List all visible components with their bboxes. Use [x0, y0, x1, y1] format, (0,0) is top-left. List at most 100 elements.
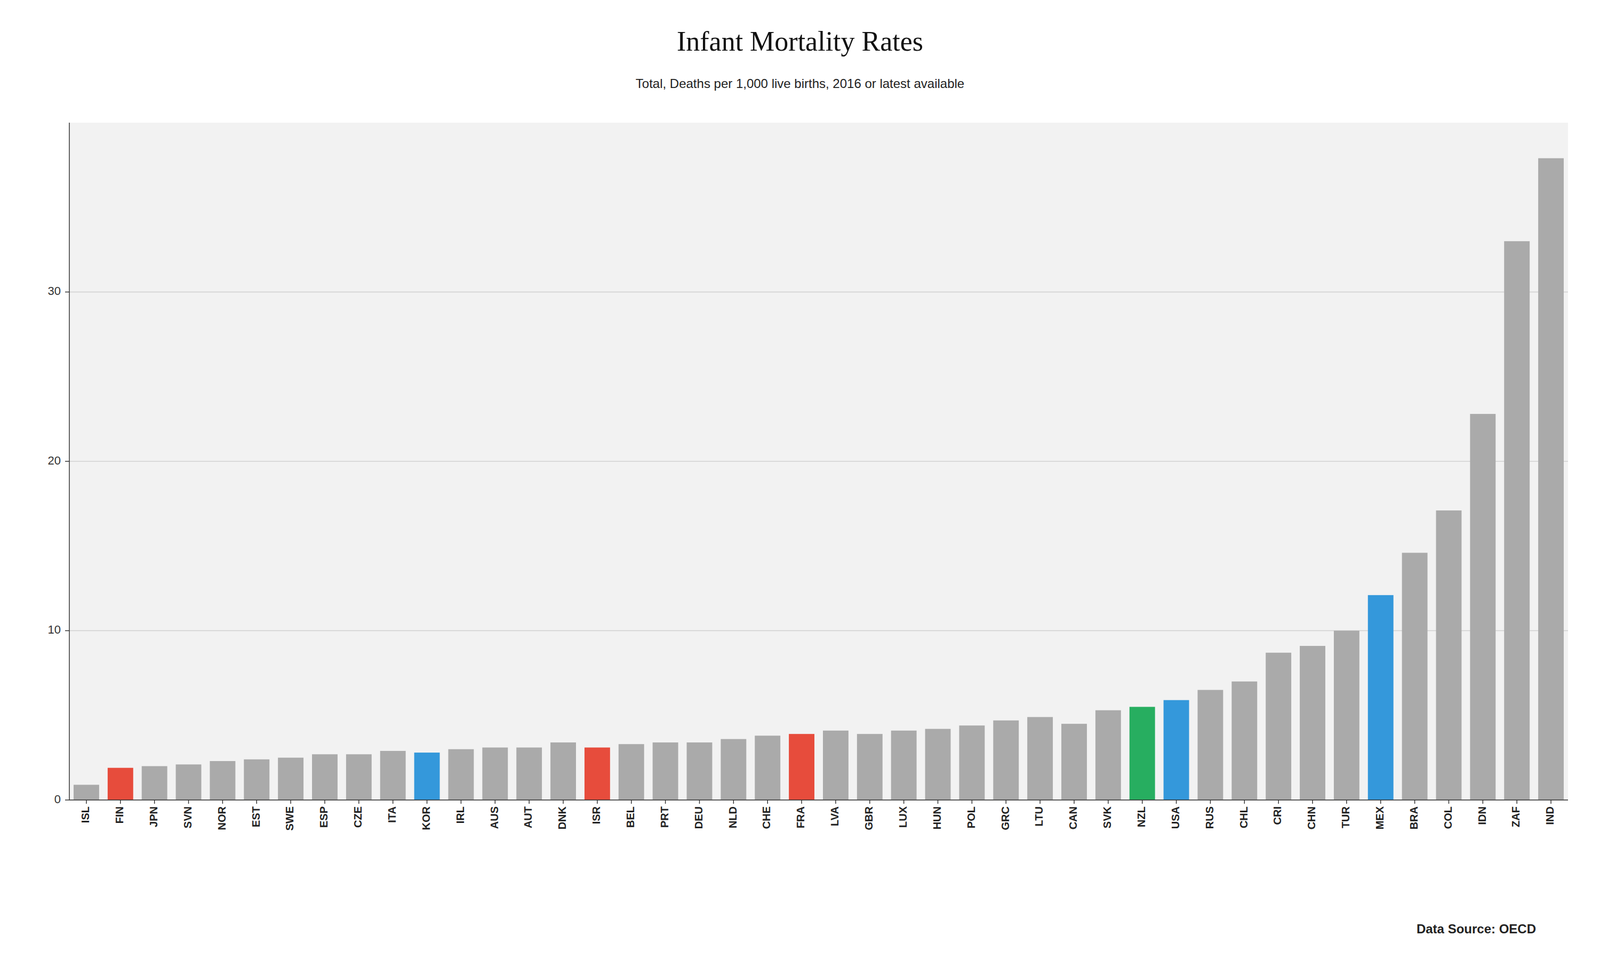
x-tick-label: TUR — [1339, 805, 1352, 829]
x-tick-label: GRC — [999, 806, 1012, 830]
bar — [754, 735, 781, 800]
grid-line — [69, 291, 1568, 293]
bar — [1402, 552, 1428, 800]
x-tick — [528, 800, 530, 804]
x-tick — [85, 800, 87, 804]
y-axis-line — [68, 122, 70, 800]
bar — [788, 733, 815, 800]
x-tick — [1210, 800, 1212, 804]
x-tick — [1073, 800, 1075, 804]
x-tick — [290, 800, 292, 804]
x-tick-label: ISR — [590, 805, 603, 824]
x-tick-label: SVK — [1101, 805, 1114, 829]
bar — [1469, 413, 1496, 800]
x-tick-label: JPN — [147, 806, 160, 828]
x-tick-label: POL — [965, 806, 978, 829]
grid-line — [69, 799, 1568, 801]
x-tick-label: NOR — [216, 805, 228, 830]
x-tick — [869, 800, 871, 804]
bar — [686, 742, 713, 800]
x-tick — [699, 800, 701, 804]
bar — [1436, 510, 1462, 800]
bar — [482, 747, 508, 800]
bar — [141, 766, 168, 801]
x-tick-label: ESP — [317, 806, 330, 828]
bar — [891, 730, 917, 800]
x-tick-label: KOR — [420, 805, 432, 830]
x-tick-label: SWE — [283, 806, 296, 831]
bar — [1095, 710, 1122, 800]
y-tick-label: 30 — [48, 284, 61, 298]
x-tick-label: USA — [1169, 806, 1182, 829]
x-tick-label: ISL — [79, 806, 92, 823]
x-tick-label: LVA — [828, 806, 841, 827]
bar — [993, 720, 1019, 800]
x-tick — [494, 800, 496, 804]
bar — [107, 768, 134, 800]
x-tick-label: CHE — [760, 806, 773, 829]
bar — [1061, 723, 1087, 800]
bar — [720, 739, 747, 800]
bar — [1538, 158, 1564, 800]
y-tick — [65, 291, 70, 293]
bar — [1265, 652, 1292, 800]
x-tick — [937, 800, 939, 804]
x-tick-label: GBR — [862, 805, 875, 830]
x-axis-line — [69, 799, 1568, 801]
x-tick-label: DNK — [556, 805, 568, 830]
x-tick — [1176, 800, 1178, 804]
y-tick — [65, 799, 70, 801]
x-tick — [1141, 800, 1143, 804]
bar — [516, 747, 542, 800]
x-tick-label: IDN — [1476, 806, 1488, 825]
x-tick — [256, 800, 258, 804]
x-tick — [392, 800, 394, 804]
x-tick — [971, 800, 973, 804]
x-tick-label: FRA — [794, 806, 807, 829]
x-tick-label: CZE — [352, 806, 364, 828]
grid-line — [69, 460, 1568, 462]
x-tick-label: AUS — [488, 806, 501, 829]
chart: 0102030ISLFINJPNSVNNORESTSWEESPCZEITAKOR… — [0, 0, 1600, 960]
bar — [550, 742, 576, 800]
x-tick — [801, 800, 803, 804]
x-tick-label: CAN — [1067, 806, 1079, 830]
bar — [346, 754, 372, 800]
x-tick-label: FIN — [113, 806, 126, 824]
x-tick-label: RUS — [1203, 806, 1216, 829]
y-tick — [65, 460, 70, 462]
x-tick-label: AUT — [522, 806, 534, 829]
x-tick — [1005, 800, 1007, 804]
x-tick — [665, 800, 667, 804]
bar — [448, 749, 474, 800]
x-tick-label: LUX — [897, 805, 909, 828]
bar — [1027, 716, 1053, 800]
bars — [73, 158, 1564, 800]
x-tick-label: NZL — [1135, 806, 1148, 828]
y-tick-label: 0 — [54, 792, 61, 806]
bar — [652, 742, 679, 800]
x-tick — [630, 800, 632, 804]
bar — [925, 729, 951, 800]
title: Infant Mortality Rates — [676, 26, 924, 57]
x-tick — [1482, 800, 1484, 804]
x-tick — [1312, 800, 1314, 804]
x-tick-label: MEX — [1373, 805, 1386, 830]
x-tick — [1277, 800, 1279, 804]
x-tick — [1346, 800, 1348, 804]
x-tick — [1039, 800, 1041, 804]
bar — [243, 759, 270, 800]
x-tick-label: CHN — [1305, 806, 1318, 830]
x-tick — [1380, 800, 1382, 804]
bar — [73, 784, 100, 800]
x-tick-label: EST — [250, 806, 262, 828]
bar — [1504, 241, 1530, 800]
x-tick — [835, 800, 837, 804]
bar — [584, 747, 611, 800]
x-tick-label: BRA — [1408, 806, 1420, 830]
bar — [1231, 681, 1258, 800]
x-tick — [766, 800, 768, 804]
x-tick-label: CRI — [1271, 806, 1284, 825]
bar — [1197, 690, 1223, 800]
x-tick-label: HUN — [931, 806, 943, 830]
